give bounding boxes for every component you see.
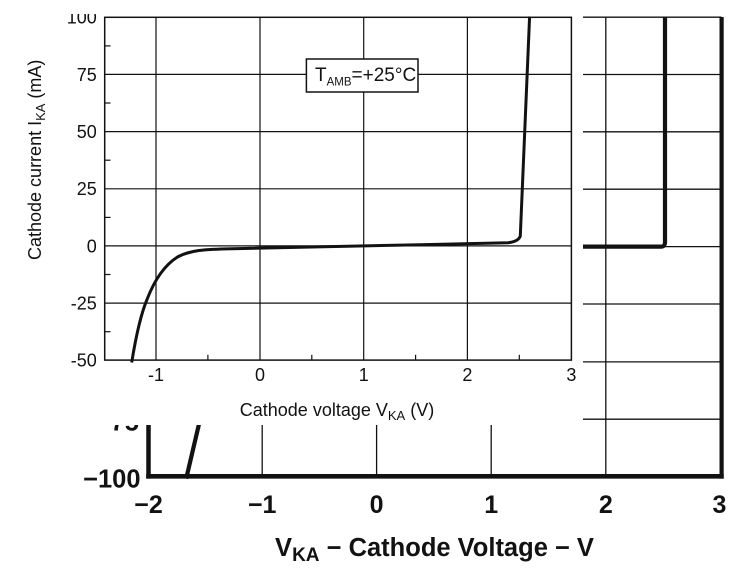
svg-text:VKA − Cathode Voltage − V: VKA − Cathode Voltage − V — [275, 534, 594, 566]
svg-text:Cathode voltage VKA (V): Cathode voltage VKA (V) — [240, 400, 434, 423]
svg-text:75: 75 — [77, 65, 97, 85]
svg-text:0: 0 — [255, 365, 265, 385]
svg-text:3: 3 — [566, 365, 576, 385]
svg-text:Cathode current IKA (mA): Cathode current IKA (mA) — [25, 60, 48, 260]
svg-text:-50: -50 — [71, 351, 97, 371]
svg-text:25: 25 — [77, 179, 97, 199]
svg-text:−1: −1 — [248, 491, 277, 519]
svg-text:0: 0 — [87, 236, 97, 256]
svg-text:−100: −100 — [83, 466, 140, 494]
svg-text:-1: -1 — [148, 365, 164, 385]
svg-text:0: 0 — [370, 491, 384, 519]
svg-text:50: 50 — [77, 122, 97, 142]
svg-text:1: 1 — [359, 365, 369, 385]
svg-text:−2: −2 — [134, 491, 163, 519]
svg-text:1: 1 — [484, 491, 498, 519]
svg-text:2: 2 — [599, 491, 613, 519]
svg-text:3: 3 — [713, 491, 727, 519]
svg-text:-25: -25 — [71, 294, 97, 314]
svg-text:2: 2 — [462, 365, 472, 385]
